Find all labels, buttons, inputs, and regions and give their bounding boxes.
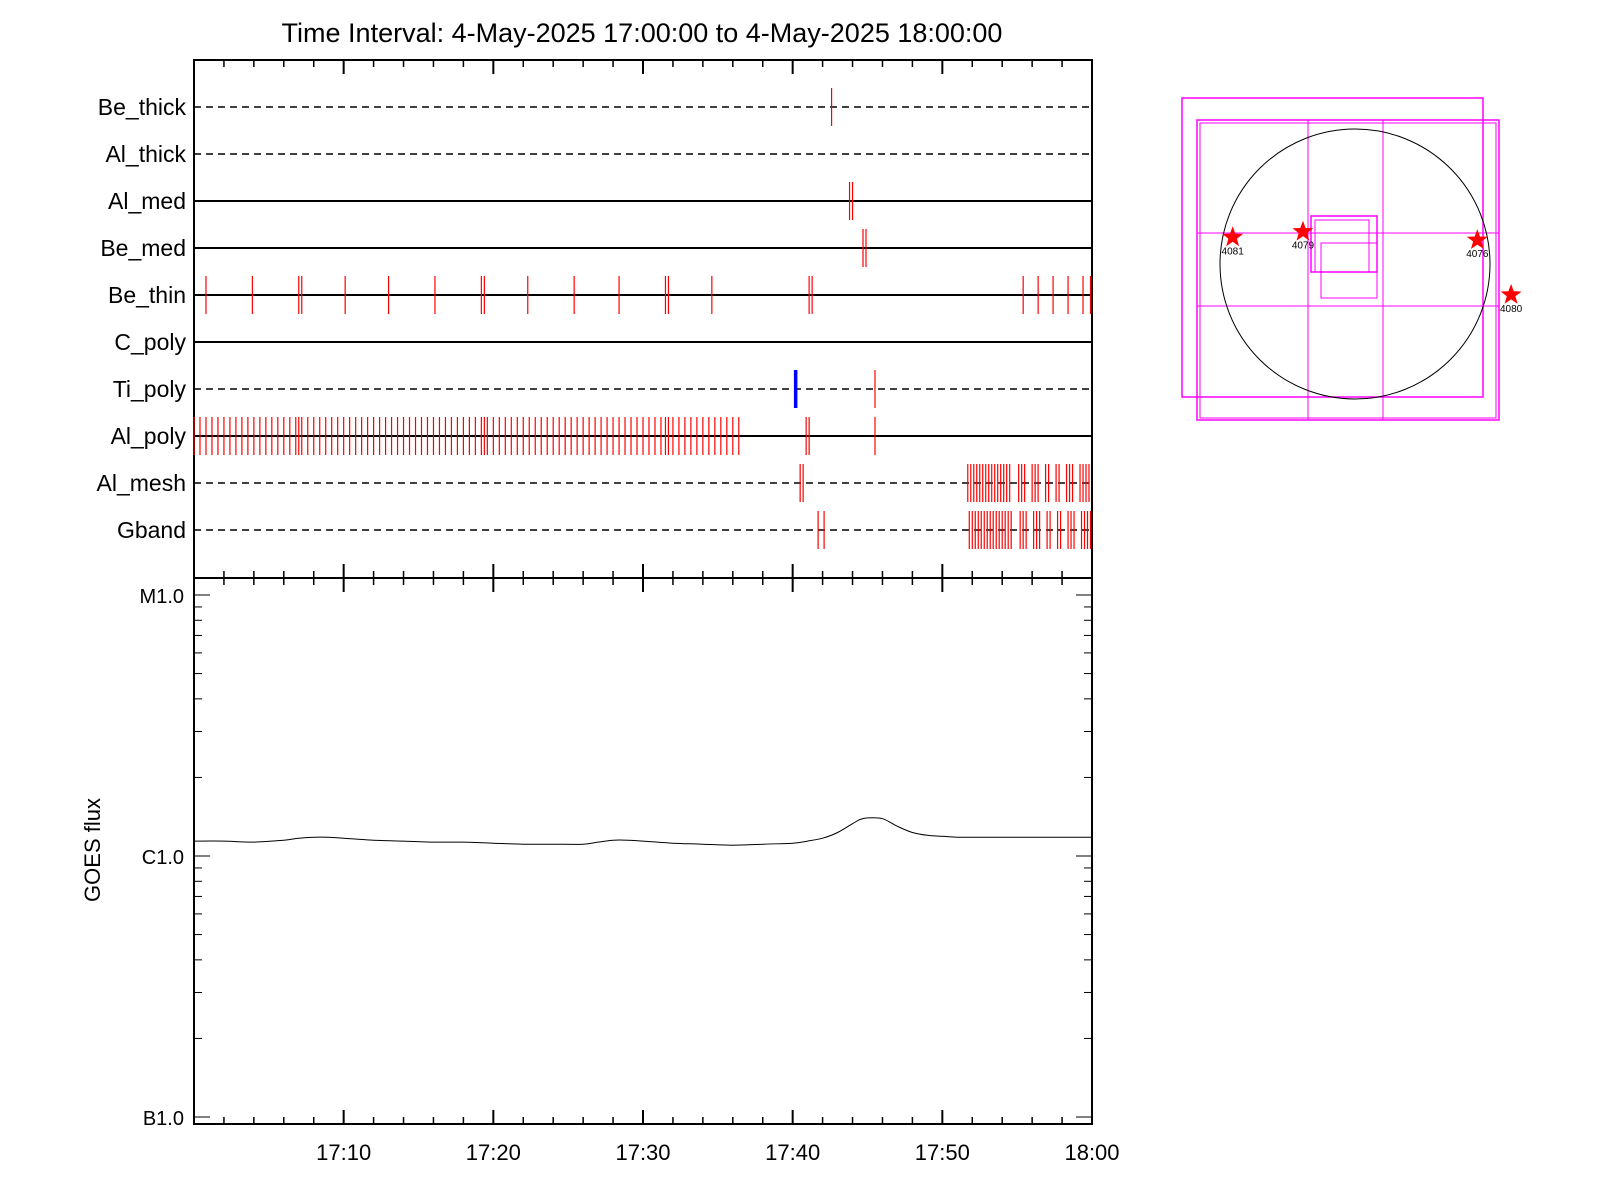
timeline-row: C_poly — [114, 329, 1092, 355]
goes-frame — [193, 577, 1093, 1125]
active-region-label: 4081 — [1222, 246, 1245, 257]
active-region-star — [1466, 229, 1488, 249]
fov-box — [1320, 242, 1378, 299]
fov-box — [1314, 219, 1370, 273]
timeline-ticks — [193, 60, 1093, 578]
timeline-row: Al_med — [108, 182, 1092, 220]
active-region-label: 4076 — [1466, 249, 1489, 260]
x-tick-label: 17:50 — [915, 1140, 970, 1165]
timeline-row-label: Be_thick — [98, 94, 187, 120]
timeline-row-label: Gband — [117, 517, 186, 543]
timeline-row: Gband — [117, 511, 1092, 549]
y-tick-label: C1.0 — [142, 847, 184, 869]
timeline-row: Be_thick — [98, 88, 1092, 126]
timeline-rows: Be_thick Al_thick Al_med Be_med Be_thin C_pol… — [97, 88, 1092, 549]
active-region-star — [1292, 220, 1314, 241]
active-region-label: 4079 — [1292, 241, 1315, 252]
active-region: 4081 — [1222, 226, 1245, 257]
timeline-row-label: Al_thick — [105, 141, 186, 167]
timeline-row-label: C_poly — [114, 329, 186, 355]
active-regions: 4081 4079 4076 4080 — [1222, 220, 1523, 315]
active-region-star — [1222, 226, 1244, 247]
timeline-row-label: Al_mesh — [97, 470, 186, 496]
x-tick-label: 17:40 — [765, 1140, 820, 1165]
active-region: 4076 — [1466, 229, 1489, 260]
timeline-row: Al_poly — [111, 417, 1092, 455]
goes-panel: M1.0 C1.0 B1.0 17:10 17:20 17:30 17:40 17:50 18… — [80, 577, 1120, 1165]
x-tick-label: 17:10 — [316, 1140, 371, 1165]
x-tick-label: 17:30 — [615, 1140, 670, 1165]
timeline-panel: Be_thick Al_thick Al_med Be_med Be_thin C_pol… — [97, 59, 1093, 579]
timeline-row-label: Ti_poly — [113, 376, 187, 402]
timeline-row-label: Be_thin — [108, 282, 186, 308]
fov-box — [1196, 119, 1500, 421]
solar-limb — [1219, 128, 1491, 400]
goes-ticks — [193, 578, 1093, 1124]
goes-y-tick-labels: M1.0 C1.0 B1.0 — [140, 586, 184, 1130]
active-region-star — [1500, 283, 1522, 304]
active-region: 4080 — [1500, 283, 1523, 315]
y-tick-label: M1.0 — [140, 586, 184, 608]
timeline-row: Be_thin — [108, 276, 1092, 314]
timeline-row-label: Be_med — [100, 235, 186, 261]
x-tick-label: 18:00 — [1064, 1140, 1119, 1165]
fov-box — [1199, 122, 1497, 419]
goes-flux-line — [193, 817, 1092, 846]
timeline-row: Al_mesh — [97, 464, 1092, 502]
y-tick-label: B1.0 — [143, 1108, 184, 1130]
active-region-label: 4080 — [1500, 304, 1523, 315]
goes-y-axis-label: GOES flux — [80, 798, 105, 902]
timeline-frame — [193, 59, 1093, 579]
x-tick-label: 17:20 — [466, 1140, 521, 1165]
timeline-row: Al_thick — [105, 141, 1092, 167]
timeline-row: Ti_poly — [113, 370, 1092, 408]
sun-map: 4081 4079 4076 4080 — [1181, 97, 1523, 421]
active-region: 4079 — [1292, 220, 1315, 252]
timeline-row-label: Al_med — [108, 188, 186, 214]
timeline-row-label: Al_poly — [111, 423, 187, 449]
plot-title: Time Interval: 4-May-2025 17:00:00 to 4-… — [282, 18, 1003, 48]
timeline-row: Be_med — [100, 229, 1092, 267]
goes-x-tick-labels: 17:10 17:20 17:30 17:40 17:50 18:00 — [316, 1140, 1119, 1165]
